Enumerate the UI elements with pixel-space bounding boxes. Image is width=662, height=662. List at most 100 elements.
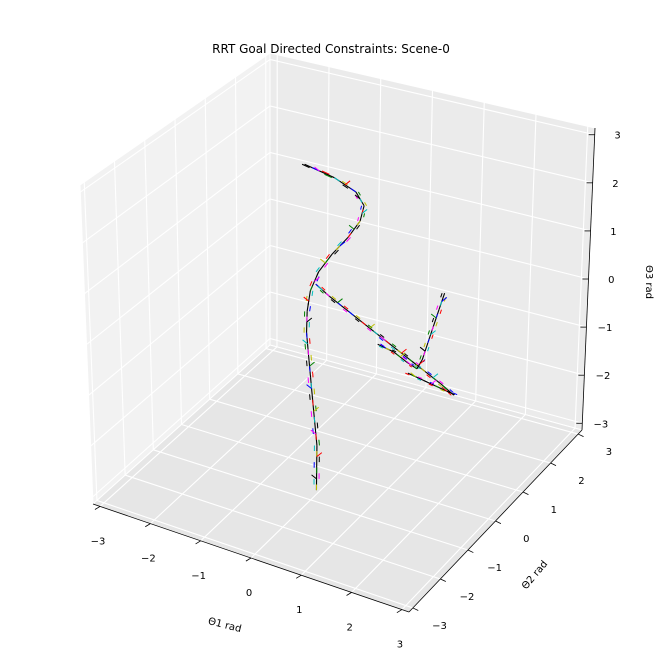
- x-tick: [94, 506, 101, 510]
- rrt-branch: [446, 390, 451, 394]
- y-axis-label: Θ2 rad: [520, 559, 550, 592]
- rrt-branch: [419, 355, 422, 360]
- rrt-whisker: [401, 348, 407, 354]
- rrt-branch: [309, 366, 311, 372]
- rrt-whisker: [319, 258, 326, 264]
- x-tick: [145, 523, 151, 528]
- rrt-branch: [391, 343, 397, 348]
- rrt-branch: [324, 258, 330, 264]
- y-tick-label: 0: [523, 534, 529, 545]
- rrt-branch: [325, 292, 330, 297]
- x-tick: [195, 540, 201, 545]
- rrt-whisker: [337, 298, 343, 304]
- rrt-whisker: [354, 194, 361, 200]
- rrt-branch: [427, 330, 430, 335]
- rrt-branch: [416, 378, 422, 381]
- y-tick-label: 2: [578, 476, 584, 487]
- rrt-whisker: [399, 352, 406, 358]
- grid-line-x: [250, 90, 434, 559]
- rrt-whisker: [432, 373, 439, 379]
- rrt-branch: [313, 416, 316, 423]
- rrt-branch: [447, 391, 452, 396]
- y-tick-label: 1: [551, 505, 557, 516]
- grid-line-x: [149, 66, 330, 525]
- rrt-branch: [439, 309, 442, 315]
- rrt-branch: [402, 355, 408, 360]
- tick-labels: −3 −2 −1 0 1 2 3 −3 −2 −1 0 1 2 3 −3 −2 −1 0 1 2 3: [91, 131, 621, 651]
- rrt-branch: [312, 399, 314, 406]
- rrt-whisker: [314, 166, 320, 172]
- x-tick: [396, 609, 403, 614]
- rrt-branch: [334, 249, 339, 255]
- rrt-branch: [427, 338, 430, 344]
- rrt-whisker: [406, 360, 413, 366]
- rrt-whisker: [419, 359, 425, 365]
- rrt-branch: [408, 364, 413, 368]
- rrt-whisker: [316, 452, 323, 457]
- grid-line-x: [351, 114, 537, 593]
- rrt-branch: [306, 360, 308, 367]
- rrt-branch: [361, 321, 366, 326]
- rrt-branch: [342, 308, 348, 313]
- rrt-branch: [414, 365, 420, 369]
- rrt-whisker: [430, 330, 436, 335]
- rrt-branch: [334, 177, 341, 182]
- rrt-branch: [378, 337, 384, 342]
- rrt-whisker: [419, 346, 426, 352]
- rrt-branch: [309, 394, 311, 400]
- rrt-branch: [378, 345, 384, 349]
- rrt-whisker: [303, 296, 310, 302]
- rrt-branch: [415, 363, 418, 367]
- y-tick: [440, 578, 446, 582]
- rrt-whisker: [306, 317, 313, 323]
- rrt-branch: [337, 241, 342, 247]
- rrt-branch: [390, 346, 396, 351]
- rrt-branch: [316, 422, 319, 429]
- rrt-branch: [411, 363, 415, 366]
- grid-line-x: [300, 102, 485, 576]
- rrt-branch: [359, 198, 363, 203]
- grid-line-z: [92, 337, 583, 498]
- grid-line-x: [401, 126, 589, 610]
- rrt-whisker: [344, 180, 351, 186]
- rrt-branch: [342, 184, 349, 189]
- y-tick: [467, 549, 474, 553]
- grid-line-x: [99, 54, 278, 507]
- rrt-whisker: [309, 361, 315, 367]
- rrt-whisker: [311, 474, 317, 480]
- rrt-whisker: [369, 323, 375, 329]
- rrt-branch: [439, 380, 444, 385]
- rrt-branch: [385, 347, 390, 351]
- rrt-branch: [437, 383, 442, 388]
- rrt-branch: [418, 366, 422, 370]
- rrt-branch: [367, 324, 373, 329]
- rrt-branch: [391, 349, 397, 353]
- grid-line-z: [86, 198, 589, 345]
- rrt-branch: [426, 374, 431, 379]
- y-tick: [412, 607, 419, 611]
- rrt-branch: [350, 187, 357, 193]
- rrt-branch: [431, 334, 434, 339]
- rrt-branch: [366, 327, 372, 332]
- grid-line-y: [83, 182, 414, 609]
- rrt-whisker: [441, 297, 448, 302]
- rrt-branch: [435, 385, 440, 389]
- rrt-branch: [431, 326, 434, 331]
- rrt-branch: [405, 372, 410, 376]
- rrt-branch: [310, 411, 313, 417]
- x-tick-label: −3: [91, 536, 106, 547]
- axes-panes: [79, 52, 596, 613]
- grid-lines: [79, 54, 595, 610]
- rrt-branch: [348, 228, 352, 234]
- grid-line-z: [84, 151, 591, 295]
- rrt-branch: [449, 389, 454, 393]
- rrt-branch: [390, 351, 395, 355]
- rrt-edge: [416, 359, 423, 370]
- rrt-whisker: [441, 386, 448, 392]
- y-tick: [577, 433, 584, 437]
- grid-line-y: [204, 97, 524, 493]
- x-tick: [245, 557, 252, 562]
- y-tick: [522, 491, 529, 495]
- rrt-branch: [423, 379, 428, 383]
